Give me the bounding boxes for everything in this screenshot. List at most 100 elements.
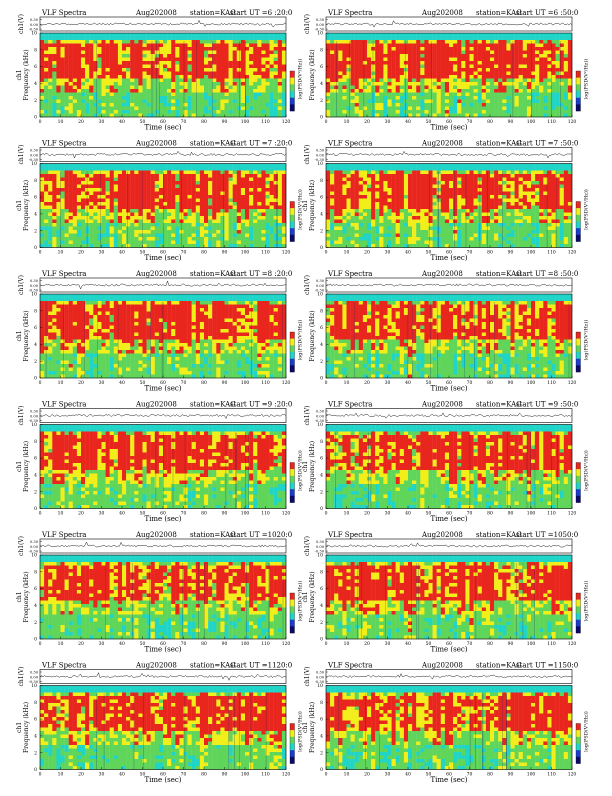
spectrogram-cell <box>73 68 77 72</box>
spectrogram-cell <box>130 209 134 213</box>
spectrogram-cell <box>408 47 412 51</box>
spectrogram-cell <box>220 68 224 72</box>
spectrogram-cell <box>93 72 97 76</box>
spectrogram-cell <box>40 44 44 48</box>
spectrogram-cell <box>257 174 261 178</box>
spectrogram-cell <box>261 230 265 234</box>
spectrogram-cell <box>498 33 502 37</box>
spectrogram-cell <box>143 107 147 111</box>
spectrogram-cell <box>564 40 568 44</box>
spectrogram-cell <box>270 202 274 206</box>
spectrogram-cell <box>179 44 183 48</box>
spectrogram-cell <box>523 96 527 100</box>
spectrogram-cell <box>188 209 192 213</box>
spectrogram-cell <box>278 171 282 175</box>
spectrogram-cell <box>278 100 282 104</box>
spectrogram-cell <box>441 37 445 41</box>
spectrogram-cell <box>200 188 204 192</box>
spectrogram-cell <box>241 72 245 76</box>
spectrogram-cell <box>73 195 77 199</box>
spectrogram-cell <box>478 79 482 83</box>
spectrogram-cell <box>130 37 134 41</box>
spectrogram-cell <box>502 72 506 76</box>
spectrogram-cell <box>208 86 212 90</box>
spectrogram-cell <box>453 89 457 93</box>
spectrogram-cell <box>412 44 416 48</box>
spectrogram-cell <box>233 213 237 217</box>
spectrogram-cell <box>511 96 515 100</box>
spectrogram-cell <box>106 223 110 227</box>
spectrogram-cell <box>102 181 106 185</box>
spectrogram-cell <box>330 72 334 76</box>
spectrogram-cell <box>65 54 69 58</box>
spectrogram-cell <box>163 33 167 37</box>
spectrogram-cell <box>192 206 196 210</box>
spectrogram-cell <box>229 227 233 231</box>
spectrogram-cell <box>233 199 237 203</box>
spectrogram-cell <box>334 171 338 175</box>
spectrogram-cell <box>97 47 101 51</box>
spectrogram-cell <box>445 171 449 175</box>
spectrogram-cell <box>470 33 474 37</box>
spectrogram-cell <box>245 206 249 210</box>
spectrogram-cell <box>388 174 392 178</box>
spectrogram-cell <box>102 96 106 100</box>
spectrogram-cell <box>379 89 383 93</box>
spectrogram-cell <box>347 174 351 178</box>
spectrogram-cell <box>257 192 261 196</box>
spectrogram-cell <box>543 103 547 107</box>
spectrogram-cell <box>506 44 510 48</box>
spectrogram-cell <box>274 216 278 220</box>
spectrogram-cell <box>527 93 531 97</box>
spectrogram-cell <box>547 89 551 93</box>
colorbar-segment <box>290 202 295 209</box>
spectrogram-cell <box>61 213 65 217</box>
spectrogram-cell <box>351 68 355 72</box>
spectrogram-cell <box>89 33 93 37</box>
spectrogram-cell <box>441 58 445 62</box>
spectrogram-cell <box>278 223 282 227</box>
spectrogram-cell <box>69 33 73 37</box>
spectrogram-cell <box>216 33 220 37</box>
spectrogram-cell <box>441 107 445 111</box>
spectrogram-cell <box>192 107 196 111</box>
spectrogram-cell <box>249 37 253 41</box>
spectrogram-cell <box>404 37 408 41</box>
spectrogram-cell <box>552 61 556 65</box>
spectrogram-cell <box>110 167 114 171</box>
spectrogram-cell <box>270 209 274 213</box>
spectrogram-cell <box>486 68 490 72</box>
spectrogram-cell <box>89 209 93 213</box>
spectrogram-cell <box>474 174 478 178</box>
spectrogram-cell <box>274 220 278 224</box>
spectrogram-cell <box>461 79 465 83</box>
spectrogram-cell <box>89 195 93 199</box>
spectrogram-cell <box>539 181 543 185</box>
spectrogram-cell <box>220 174 224 178</box>
spectrogram-cell <box>388 54 392 58</box>
spectrogram-cell <box>274 61 278 65</box>
spectrogram-cell <box>347 100 351 104</box>
colorbar-label: log(PSD(V²/Hz)) <box>297 59 304 100</box>
spectrogram-cell <box>122 75 126 79</box>
spectrogram-cell <box>342 96 346 100</box>
spectrogram-cell <box>229 209 233 213</box>
spectrogram-cell <box>383 185 387 189</box>
spectrogram-cell <box>208 103 212 107</box>
spectrogram-cell <box>179 82 183 86</box>
spectrogram-cell <box>351 40 355 44</box>
spectrogram-cell <box>498 37 502 41</box>
spectrogram-cell <box>547 107 551 111</box>
spectrogram-cell <box>134 185 138 189</box>
spectrogram-cell <box>147 174 151 178</box>
spectrogram-cell <box>506 110 510 114</box>
spectrogram-cell <box>61 44 65 48</box>
spectrogram-cell <box>65 188 69 192</box>
spectrogram-cell <box>110 33 114 37</box>
spectrogram-cell <box>44 100 48 104</box>
spectrogram-cell <box>266 209 270 213</box>
spectrogram-cell <box>159 206 163 210</box>
spectrogram-cell <box>192 44 196 48</box>
spectrogram-cell <box>40 213 44 217</box>
spectrogram-cell <box>326 107 330 111</box>
